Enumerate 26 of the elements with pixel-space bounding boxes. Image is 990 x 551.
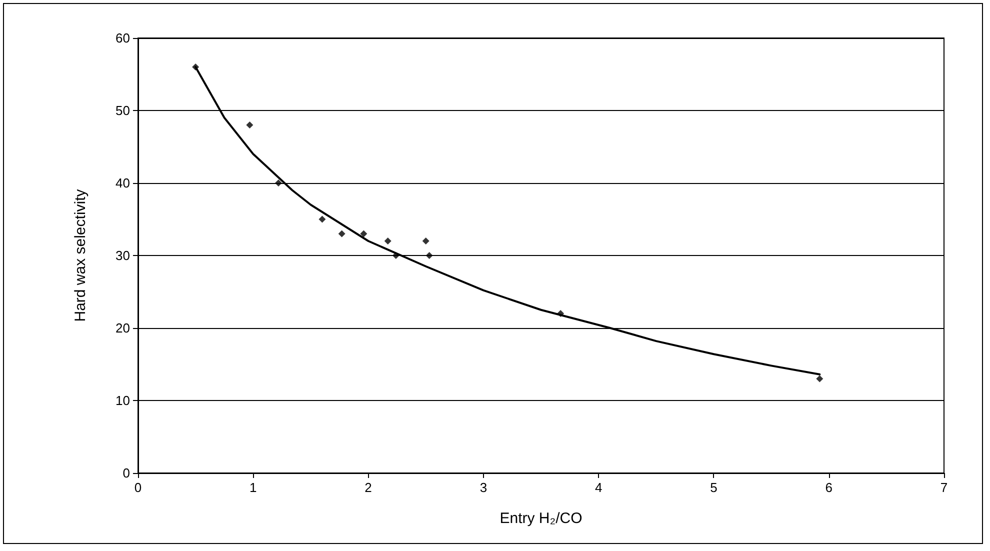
point [338,230,346,238]
point [426,252,433,259]
y-tick-label: 40 [116,176,130,190]
point [246,122,254,128]
x-tick-label: 2 [364,480,372,495]
x-tick-label: 1 [250,480,257,495]
x-tick-label: 0 [134,480,142,495]
y-tick-label: 60 [116,30,130,46]
point [318,216,326,223]
x-tick-label: 5 [710,480,718,495]
x-tick-label: 3 [480,480,488,495]
point [816,375,824,382]
y-tick-label: 30 [116,248,130,263]
y-axis-title: Hard wax selectivity [72,188,89,322]
y-tick-label: 20 [116,320,130,336]
y-tick-label: 0 [122,466,130,480]
y-tick-label: 10 [116,393,130,408]
x-tick-label: 6 [825,480,832,495]
x-tick-label: 4 [594,480,602,495]
point [274,180,282,186]
point [422,238,430,244]
point [360,230,368,238]
x-axis-title: Entry H₂/CO [500,510,582,527]
x-tick-label: 7 [940,480,948,495]
y-tick-label: 50 [116,103,130,118]
point [384,238,392,244]
